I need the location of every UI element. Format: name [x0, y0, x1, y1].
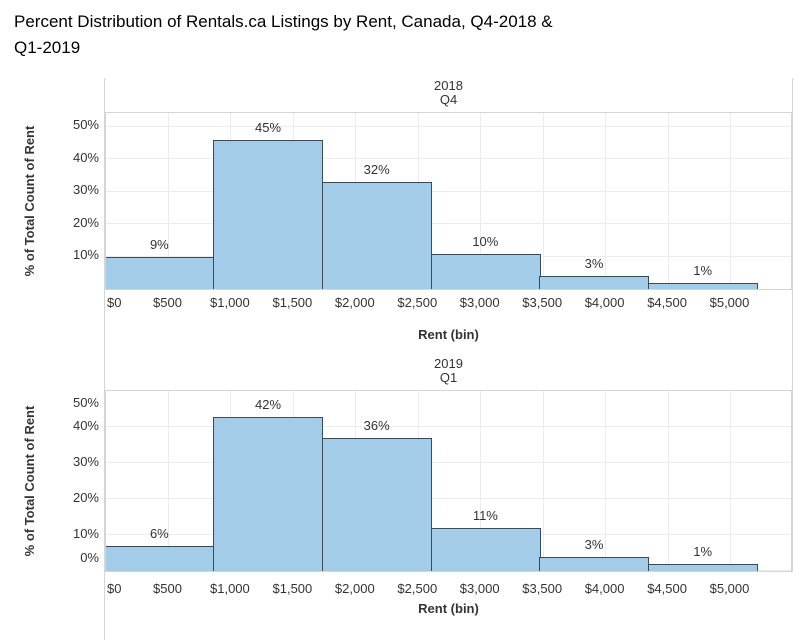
bar-value-label: 32%: [363, 162, 390, 178]
left-column-border-line: [104, 78, 105, 640]
bar-value-label: 36%: [363, 418, 390, 434]
chart-title: Percent Distribution of Rentals.ca Listi…: [14, 9, 784, 61]
v-gridline: [542, 113, 544, 289]
x-tick-label: $2,000: [334, 581, 375, 596]
bar-value-label: 6%: [149, 526, 169, 542]
y-tick-label: 40%: [72, 149, 99, 165]
bar[interactable]: [430, 253, 541, 289]
x-tick-label: $3,500: [522, 581, 563, 596]
v-gridline: [667, 113, 669, 289]
x-tick-label: $5,000: [709, 581, 750, 596]
bar-value-label: 1%: [693, 544, 713, 560]
x-axis-title: Rent (bin): [418, 601, 479, 616]
x-tick-label: $2,500: [397, 295, 438, 310]
x-tick-label: $1,500: [272, 581, 313, 596]
plot-pane: [105, 390, 792, 572]
h-gridline: [106, 158, 791, 160]
bar-value-label: 11%: [472, 508, 498, 524]
x-tick-label: $1,000: [210, 581, 250, 596]
x-tick-label: $4,500: [647, 295, 687, 310]
x-axis-title: Rent (bin): [418, 327, 479, 342]
h-gridline: [106, 223, 791, 225]
y-tick-label: 10%: [72, 247, 99, 263]
y-tick-label: 50%: [72, 117, 99, 133]
x-tick-label: $2,500: [397, 581, 438, 596]
h-gridline: [106, 498, 791, 499]
x-tick-label: $2,000: [334, 295, 375, 310]
y-tick-label: 30%: [72, 182, 99, 198]
chart-title-line-2: Q1-2019: [14, 38, 81, 57]
bar[interactable]: [647, 564, 758, 571]
h-gridline: [106, 462, 791, 463]
h-gridline: [106, 426, 791, 427]
h-gridline: [106, 190, 791, 192]
panel-header-line: 2018: [434, 78, 463, 93]
bar[interactable]: [430, 528, 541, 571]
v-gridline: [480, 391, 482, 571]
x-tick-label: $3,000: [459, 581, 500, 596]
bar-value-label: 45%: [255, 120, 282, 135]
bar[interactable]: [321, 438, 432, 571]
x-tick-label: $3,500: [522, 295, 563, 310]
x-tick-label: $1,500: [272, 295, 313, 310]
panel-header-line: Q4: [439, 92, 458, 107]
v-gridline: [168, 113, 169, 289]
y-tick-label: 20%: [72, 214, 99, 230]
y-tick-label: 30%: [72, 453, 99, 469]
y-axis-title: % of Total Count of Rent: [22, 405, 37, 557]
plot-pane: [105, 112, 792, 290]
bar[interactable]: [321, 182, 432, 289]
bar-value-label: 9%: [149, 236, 169, 252]
bar[interactable]: [213, 416, 324, 571]
v-gridline: [730, 113, 731, 289]
x-tick-label: $0: [107, 581, 122, 596]
x-tick-label: $0: [107, 295, 122, 310]
v-gridline: [542, 391, 544, 571]
v-gridline: [667, 391, 669, 571]
h-gridline: [106, 125, 791, 127]
x-tick-label: $4,500: [647, 581, 687, 596]
bar[interactable]: [539, 276, 650, 289]
y-tick-label: 10%: [72, 525, 99, 541]
bar-value-label: 10%: [472, 233, 499, 249]
v-gridline: [605, 391, 607, 571]
x-tick-label: $4,000: [584, 581, 625, 596]
right-column-border-line: [792, 78, 793, 572]
y-tick-label: 0%: [80, 549, 99, 565]
x-tick-label: $3,000: [459, 295, 500, 310]
y-tick-label: 40%: [72, 417, 99, 433]
bar-value-label: 3%: [584, 256, 604, 272]
v-gridline: [730, 391, 731, 571]
bar[interactable]: [106, 546, 215, 571]
x-tick-label: $1,000: [210, 295, 250, 310]
v-gridline: [480, 113, 482, 289]
v-gridline: [605, 113, 607, 289]
panel-header-line: 2019: [434, 356, 463, 371]
v-gridline: [168, 391, 169, 571]
x-tick-label: $500: [153, 295, 182, 310]
bar[interactable]: [647, 282, 758, 289]
x-tick-label: $4,000: [584, 295, 625, 310]
bar-value-label: 1%: [693, 262, 713, 278]
bar[interactable]: [213, 140, 324, 289]
panel-header-line: Q1: [439, 370, 458, 385]
bar[interactable]: [106, 256, 215, 289]
bar-value-label: 42%: [255, 396, 282, 412]
y-axis-title: % of Total Count of Rent: [22, 125, 37, 277]
bar[interactable]: [539, 557, 650, 571]
y-tick-label: 20%: [72, 489, 99, 505]
y-tick-label: 50%: [72, 394, 99, 410]
x-tick-label: $5,000: [709, 295, 750, 310]
bar-value-label: 3%: [584, 537, 604, 553]
chart-title-line-1: Percent Distribution of Rentals.ca Listi…: [14, 12, 553, 31]
x-tick-label: $500: [153, 581, 182, 596]
